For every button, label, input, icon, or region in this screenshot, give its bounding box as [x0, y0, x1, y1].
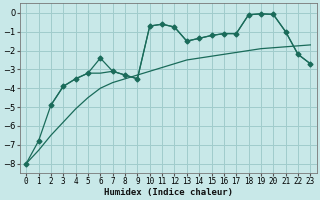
X-axis label: Humidex (Indice chaleur): Humidex (Indice chaleur)	[104, 188, 233, 197]
